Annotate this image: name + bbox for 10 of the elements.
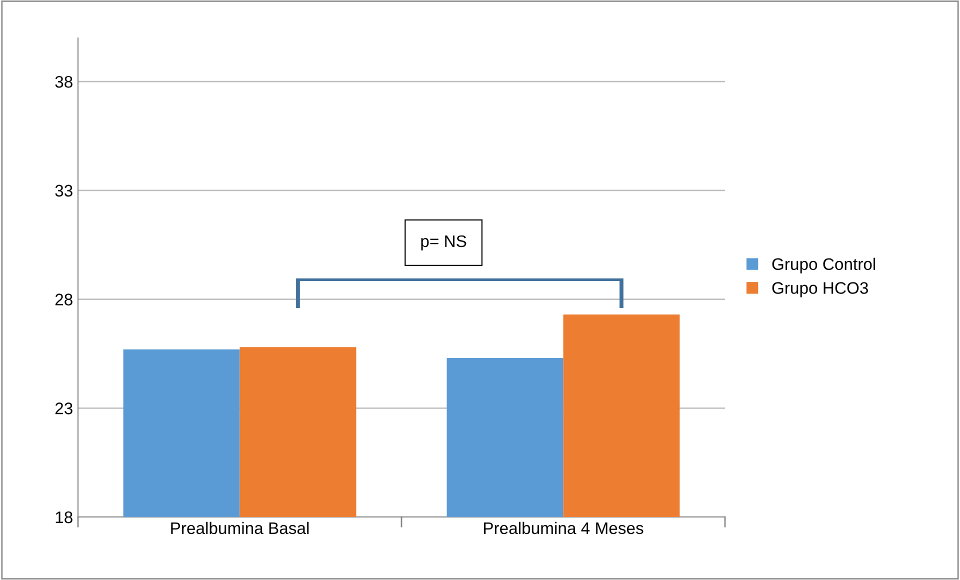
x-tick-label: Prealbumina Basal	[171, 522, 309, 534]
y-tick-label: 38	[55, 76, 72, 88]
y-tick-label: 33	[55, 184, 72, 197]
legend-label: Grupo Control	[772, 258, 876, 274]
x-tick-label: Prealbumina 4 Meses	[484, 522, 644, 534]
y-tick-label: 23	[55, 402, 72, 414]
annotation: p= NS	[421, 235, 466, 250]
legend-label: Grupo HCO3	[772, 282, 868, 298]
y-tick-label: 18	[56, 511, 72, 524]
y-tick-label: 28	[55, 294, 72, 306]
